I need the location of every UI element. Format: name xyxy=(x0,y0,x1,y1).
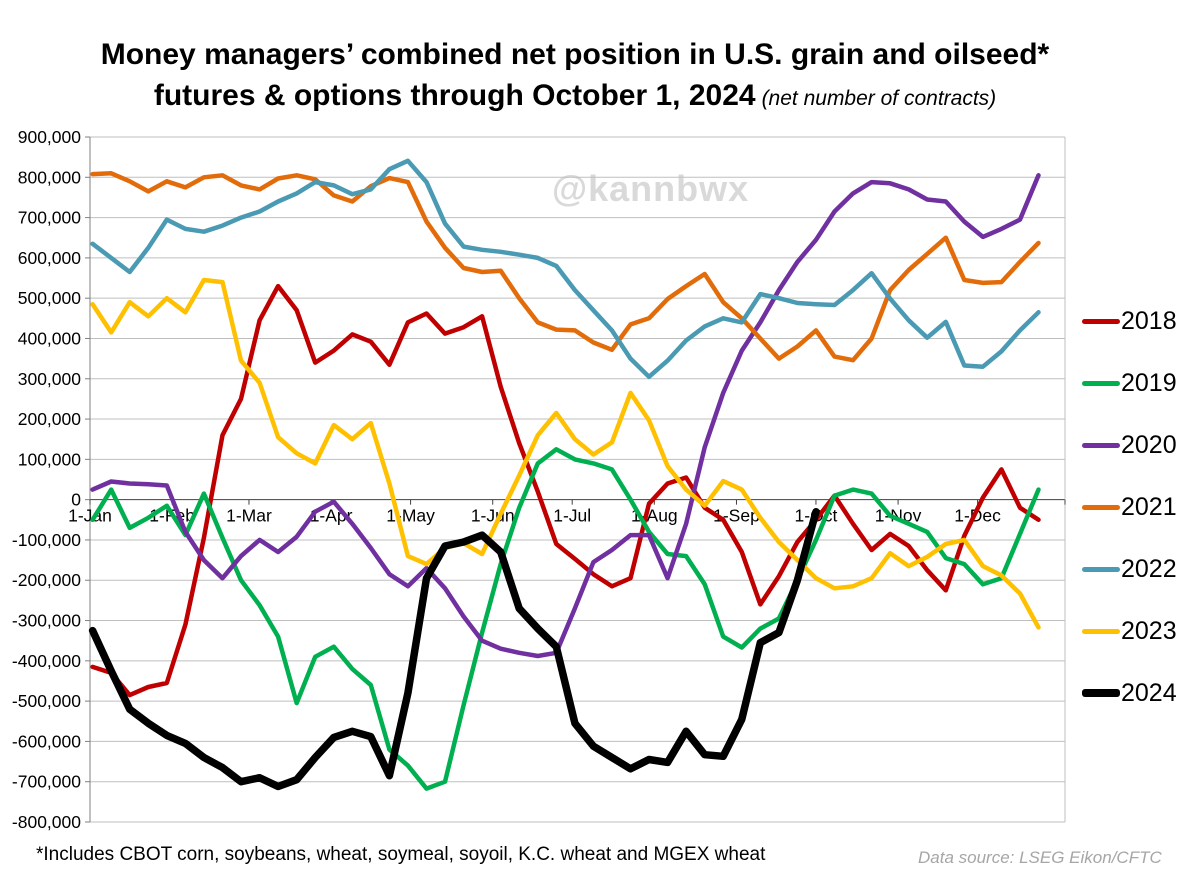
x-tick-label: 1-Dec xyxy=(954,506,1001,526)
y-tick-label: -700,000 xyxy=(12,772,81,792)
series-line-2021 xyxy=(90,171,1041,363)
x-tick-label: 1-Jun xyxy=(471,506,515,526)
y-tick-label: -300,000 xyxy=(12,611,81,631)
series-line-2018 xyxy=(90,283,1041,698)
legend-swatch-2021 xyxy=(1082,504,1120,510)
y-tick-label: -600,000 xyxy=(12,731,81,751)
x-tick-label: 1-Jan xyxy=(68,506,112,526)
y-tick-label: 500,000 xyxy=(18,288,82,308)
y-tick-label: 600,000 xyxy=(18,248,82,268)
legend-swatch-2024 xyxy=(1082,689,1120,697)
y-tick-label: 300,000 xyxy=(18,369,82,389)
legend-label-2020: 2020 xyxy=(1121,430,1177,459)
y-tick-label: 700,000 xyxy=(18,208,82,228)
y-tick-label: -800,000 xyxy=(12,812,81,832)
data-source-note: Data source: LSEG Eikon/CFTC xyxy=(918,848,1162,867)
y-tick-label: 800,000 xyxy=(18,167,82,187)
series-line-2020 xyxy=(90,173,1041,659)
legend-item-2020: 2020 xyxy=(1082,430,1177,460)
legend-item-2023: 2023 xyxy=(1082,616,1177,646)
series-line-2024 xyxy=(88,507,820,791)
legend-item-2018: 2018 xyxy=(1082,306,1177,336)
y-tick-label: 200,000 xyxy=(18,409,82,429)
legend-label-2024: 2024 xyxy=(1121,678,1177,707)
x-tick-label: 1-Mar xyxy=(226,506,272,526)
chart-title-block: Money managers’ combined net position in… xyxy=(10,34,1140,119)
y-tick-label: 900,000 xyxy=(18,127,82,147)
legend-label-2023: 2023 xyxy=(1121,616,1177,645)
y-tick-label: -200,000 xyxy=(12,570,81,590)
y-tick-label: 0 xyxy=(71,490,81,510)
legend-item-2019: 2019 xyxy=(1082,368,1177,398)
y-tick-label: -100,000 xyxy=(12,530,81,550)
chart-title-line2: futures & options through October 1, 202… xyxy=(10,75,1140,119)
legend-swatch-2023 xyxy=(1082,628,1120,634)
x-tick-label: 1-Jul xyxy=(553,506,591,526)
chart-subtitle: (net number of contracts) xyxy=(761,87,997,110)
series-line-2019 xyxy=(90,447,1041,791)
chart-title-line1: Money managers’ combined net position in… xyxy=(100,38,1050,71)
chart-legend: 2018 2019 2020 2021 2022 2023 2024 xyxy=(1082,306,1177,740)
legend-item-2024: 2024 xyxy=(1082,678,1177,708)
legend-item-2022: 2022 xyxy=(1082,554,1177,584)
y-tick-label: 400,000 xyxy=(18,328,82,348)
legend-label-2019: 2019 xyxy=(1121,368,1177,397)
y-tick-label: -400,000 xyxy=(12,651,81,671)
y-tick-label: -500,000 xyxy=(12,691,81,711)
legend-label-2018: 2018 xyxy=(1121,306,1177,335)
footnote: *Includes CBOT corn, soybeans, wheat, so… xyxy=(36,844,766,865)
chart-title-line2-text: futures & options through October 1, 202… xyxy=(153,79,756,112)
series-line-2022 xyxy=(90,158,1041,380)
legend-label-2021: 2021 xyxy=(1121,492,1177,521)
legend-swatch-2019 xyxy=(1082,380,1120,386)
legend-swatch-2018 xyxy=(1082,318,1120,324)
legend-label-2022: 2022 xyxy=(1121,554,1177,583)
series-line-2023 xyxy=(90,277,1041,630)
watermark: @kannbwx xyxy=(552,168,750,209)
y-tick-label: 100,000 xyxy=(18,449,82,469)
legend-swatch-2020 xyxy=(1082,442,1120,448)
legend-swatch-2022 xyxy=(1082,566,1120,572)
legend-item-2021: 2021 xyxy=(1082,492,1177,522)
